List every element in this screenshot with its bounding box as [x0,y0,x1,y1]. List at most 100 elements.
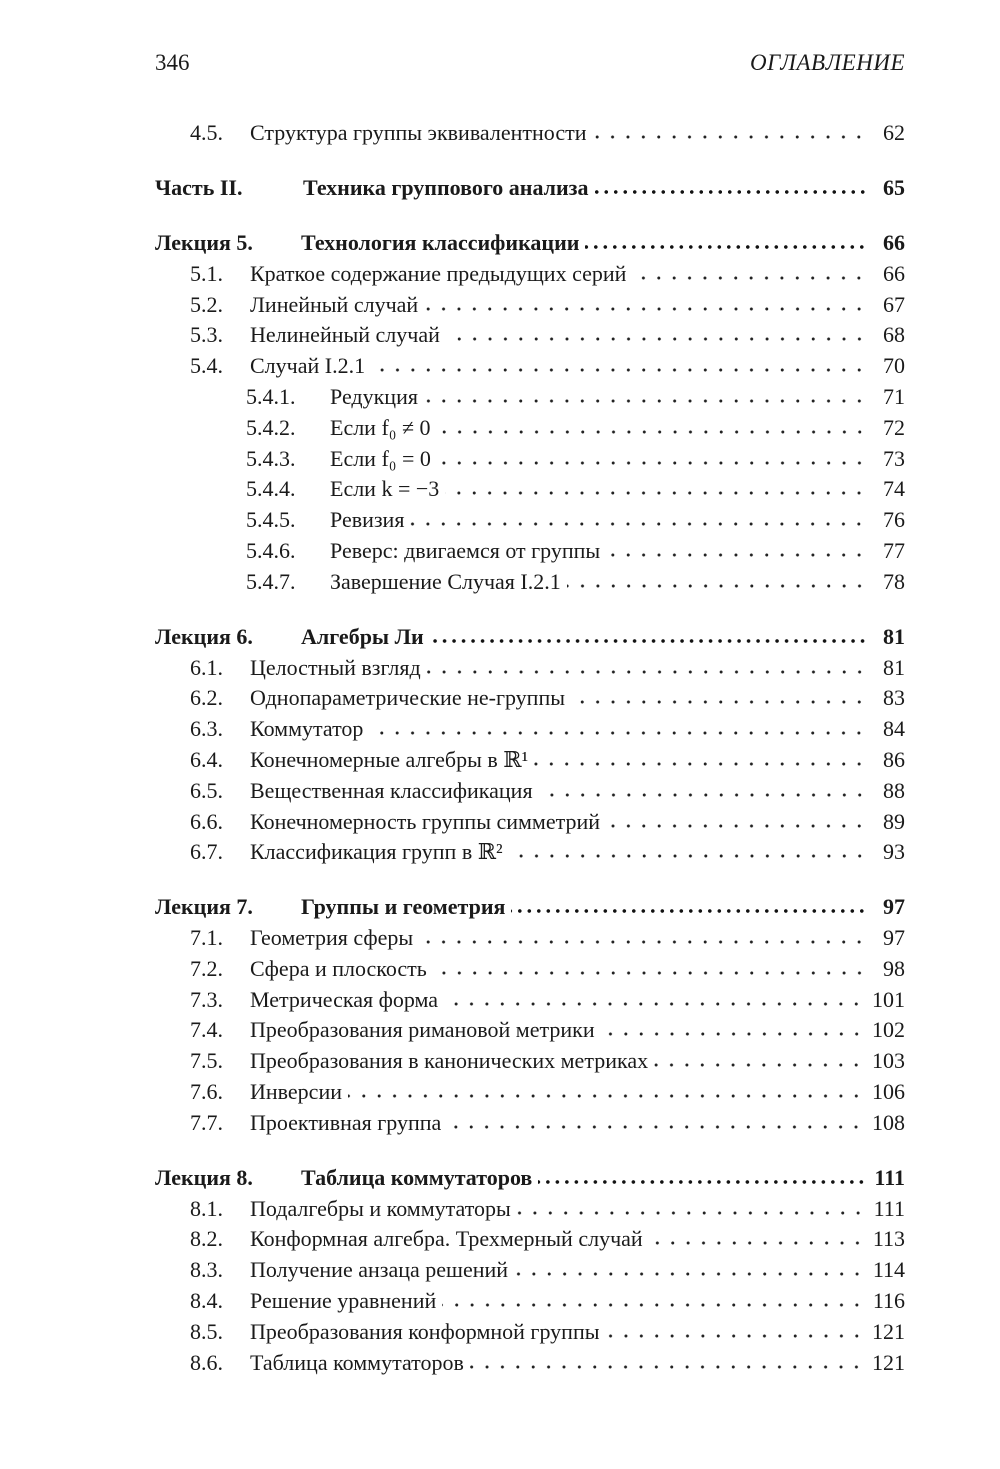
entry-page: 65 [883,174,905,200]
entry-title: Однопараметрические не-группы [250,685,566,711]
dot-leader [419,935,867,946]
entry-page: 106 [872,1079,905,1105]
table-of-contents: 4.5. Структура группы эквивалентности 62 Ча… [155,118,905,1378]
dot-leader [442,1298,865,1309]
entry-page: 101 [872,986,905,1012]
entry-page: 97 [883,925,905,951]
entry-number: 4.5. [190,120,223,145]
entry-number: 8.2. [190,1226,223,1252]
entry-title: Конечномерные алгебры в ℝ¹ [250,746,529,772]
entry-title: Краткое содержание предыдущих серий [250,260,627,286]
dot-leader [594,184,867,195]
entry-number: Лекция 5. [155,229,253,255]
toc-heading: Лекция 7. Группы и геометрия 97 [155,892,905,923]
toc-entry: 7.6. Инверсии 106 [155,1077,905,1108]
entry-number: 7.1. [190,925,223,951]
entry-page: 67 [883,291,905,317]
toc-entry: 5.4.1. Редукция 71 [155,382,905,413]
dot-leader [508,849,867,860]
dot-leader [538,787,867,798]
toc-entry: 6.1. Целостный взгляд 81 [155,653,905,684]
toc-entry: 5.4.2. Если f₀ ≠ 0 72 [155,413,905,444]
toc-entry: 7.5. Преобразования в канонических метрик… [155,1046,905,1077]
entry-title: Если f₀ = 0 [330,445,431,471]
entry-number: 7.2. [190,955,223,981]
entry-page: 81 [883,654,905,680]
toc-entry: 5.1. Краткое содержание предыдущих серий 6… [155,259,905,290]
toc-entry: 8.4. Решение уравнений 116 [155,1286,905,1317]
toc-entry: 6.6. Конечномерность группы симметрий 89 [155,807,905,838]
entry-page: 66 [883,260,905,286]
entry-title: Случай I.2.1 [250,353,366,379]
entry-title: Геометрия сферы [250,925,414,951]
entry-number: 7.5. [190,1048,223,1074]
toc-entry: 5.3. Нелинейный случай 68 [155,320,905,351]
entry-page: 74 [883,476,905,502]
entry-number: 5.4.7. [246,568,296,594]
entry-title: Преобразования в канонических метриках [250,1048,649,1074]
entry-page: 113 [872,1226,905,1252]
toc-entry: 7.3. Метрическая форма 101 [155,985,905,1016]
entry-title: Ревизия [330,507,405,533]
entry-page: 86 [883,746,905,772]
entry-title: Если f₀ ≠ 0 [330,414,431,440]
entry-title: Преобразования римановой метрики [250,1017,595,1043]
dot-leader [369,726,867,737]
dot-leader [445,486,867,497]
dot-leader [429,633,867,644]
dot-leader [348,1089,864,1100]
entry-number: 6.6. [190,808,223,834]
entry-title: Получение анзаца решений [250,1257,509,1283]
entry-title: Нелинейный случай [250,322,440,348]
entry-page: 76 [883,507,905,533]
entry-page: 66 [883,229,905,255]
entry-title: Группы и геометрия [301,894,506,920]
toc-entry: 8.5. Преобразования конформной группы 121 [155,1317,905,1348]
running-title: ОГЛАВЛЕНИЕ [750,50,905,75]
dot-leader [436,424,867,435]
entry-number: 7.3. [190,986,223,1012]
dot-leader [469,1359,864,1370]
entry-number: 5.4.5. [246,507,296,533]
dot-leader [605,1328,864,1339]
entry-number: 6.5. [190,777,223,803]
entry-page: 72 [883,414,905,440]
entry-page: 77 [883,537,905,563]
toc-entry: 5.4.6. Реверс: двигаемся от группы 77 [155,536,905,567]
toc-entry: 7.7. Проективная группа 108 [155,1108,905,1139]
entry-title: Таблица коммутаторов [250,1349,464,1375]
entry-number: 8.5. [190,1318,223,1344]
entry-page: 89 [883,808,905,834]
entry-number: 5.2. [190,291,223,317]
entry-page: 103 [872,1048,905,1074]
entry-page: 78 [883,568,905,594]
entry-number: 5.4.6. [246,537,296,563]
entry-title: Технология классификации [301,229,580,255]
dot-leader [571,695,867,706]
entry-number: 8.6. [190,1349,223,1375]
entry-page: 68 [883,322,905,348]
dot-leader [371,363,867,374]
dot-leader [566,578,867,589]
entry-number: 5.4.2. [246,414,296,440]
dot-leader [447,1119,864,1130]
toc-entry: 8.2. Конформная алгебра. Трехмерный случа… [155,1224,905,1255]
dot-leader [606,547,867,558]
entry-number: 6.2. [190,685,223,711]
entry-number: 8.1. [190,1195,223,1221]
dot-leader [514,1267,865,1278]
toc-entry: 5.4.3. Если f₀ = 0 73 [155,444,905,475]
toc-heading: Лекция 6. Алгебры Ли 81 [155,622,905,653]
entry-number: Лекция 6. [155,623,253,649]
entry-title: Структура группы эквивалентности [250,120,587,145]
toc-entry: 8.3. Получение анзаца решений 114 [155,1255,905,1286]
entry-page: 98 [883,955,905,981]
dot-leader [426,664,867,675]
entry-number: 5.3. [190,322,223,348]
entry-page: 111 [873,1195,905,1221]
toc-entry: 5.4. Случай I.2.1 70 [155,351,905,382]
toc-heading: Лекция 5. Технология классификации 66 [155,228,905,259]
toc-entry: 5.4.5. Ревизия 76 [155,505,905,536]
entry-title: Конформная алгебра. Трехмерный случай [250,1226,643,1252]
entry-title: Проективная группа [250,1109,442,1135]
